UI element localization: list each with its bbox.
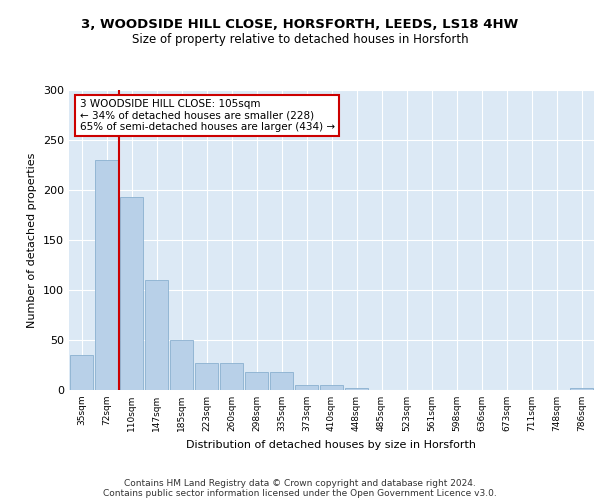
Text: Contains public sector information licensed under the Open Government Licence v3: Contains public sector information licen… [103,488,497,498]
Bar [145,280,169,390]
Text: 3, WOODSIDE HILL CLOSE, HORSFORTH, LEEDS, LS18 4HW: 3, WOODSIDE HILL CLOSE, HORSFORTH, LEEDS… [82,18,518,30]
Bar [194,363,218,390]
Y-axis label: Number of detached properties: Number of detached properties [28,152,37,328]
Bar [269,372,293,390]
Bar [320,385,343,390]
Text: Contains HM Land Registry data © Crown copyright and database right 2024.: Contains HM Land Registry data © Crown c… [124,478,476,488]
Text: 3 WOODSIDE HILL CLOSE: 105sqm
← 34% of detached houses are smaller (228)
65% of : 3 WOODSIDE HILL CLOSE: 105sqm ← 34% of d… [79,99,335,132]
Bar [95,160,118,390]
Bar [245,372,268,390]
Bar [295,385,319,390]
Text: Size of property relative to detached houses in Horsforth: Size of property relative to detached ho… [131,32,469,46]
Bar [344,388,368,390]
Bar [220,363,244,390]
Bar [569,388,593,390]
Bar [170,340,193,390]
Bar [70,355,94,390]
X-axis label: Distribution of detached houses by size in Horsforth: Distribution of detached houses by size … [187,440,476,450]
Bar [119,197,143,390]
